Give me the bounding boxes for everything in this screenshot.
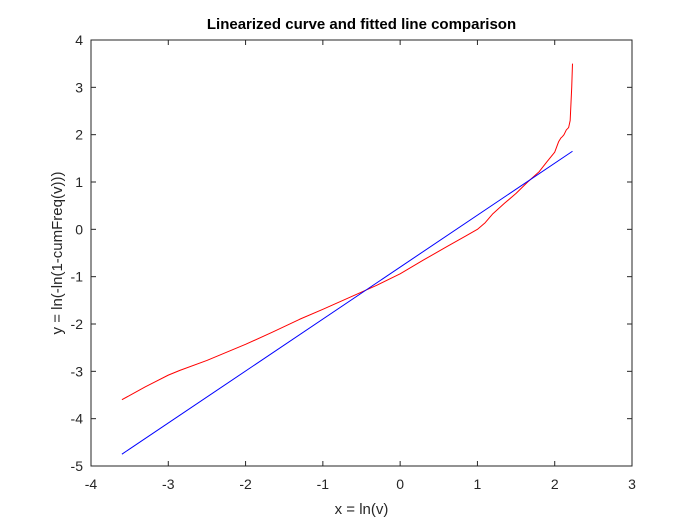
y-tick-label: 1 xyxy=(75,174,83,190)
y-tick-label: 2 xyxy=(75,127,83,143)
fitted-line xyxy=(121,150,573,455)
linearized-curve-line xyxy=(121,63,573,401)
y-tick-label: -2 xyxy=(71,316,84,332)
y-axis-label: y = ln(-ln(1-cumFreq(v))) xyxy=(49,172,66,335)
plot-area-background xyxy=(91,40,632,466)
plot-area-frame xyxy=(90,39,633,467)
y-tick-label: 3 xyxy=(75,79,83,95)
x-tick-label: -2 xyxy=(239,476,252,492)
x-tick-label: -4 xyxy=(85,476,98,492)
x-tick-label: 3 xyxy=(628,476,636,492)
chart-title: Linearized curve and fitted line compari… xyxy=(207,16,516,33)
x-tick-label: 2 xyxy=(551,476,559,492)
x-tick-label: 0 xyxy=(396,476,404,492)
y-tick-label: -3 xyxy=(71,363,84,379)
y-tick-label: -1 xyxy=(71,269,84,285)
series-layer xyxy=(121,63,573,455)
y-tick-label: 4 xyxy=(75,32,83,48)
y-tick-label: -5 xyxy=(71,458,84,474)
x-tick-label: 1 xyxy=(474,476,482,492)
y-tick-label: 0 xyxy=(75,221,83,237)
y-tick-label: -4 xyxy=(71,411,84,427)
x-tick-label: -1 xyxy=(317,476,330,492)
x-axis-label: x = ln(v) xyxy=(335,501,389,518)
x-tick-label: -3 xyxy=(162,476,175,492)
